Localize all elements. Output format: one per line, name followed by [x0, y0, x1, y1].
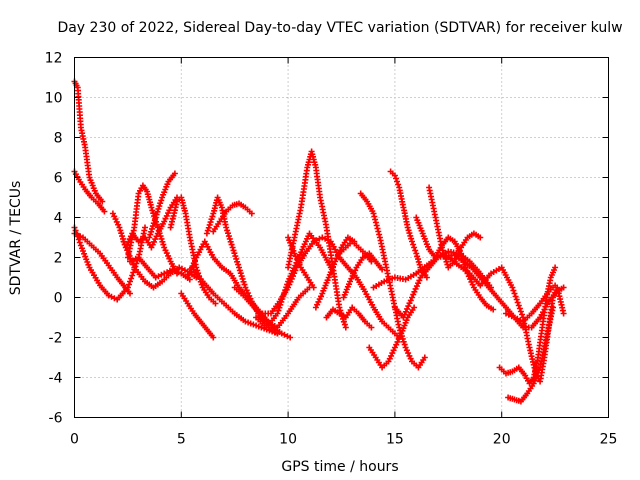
y-tick-label: 10 — [45, 91, 63, 107]
series-sat-ah — [505, 304, 556, 405]
series-sat-z — [357, 190, 428, 371]
series-sat-ai — [503, 282, 559, 325]
tick-labels: 0 5 10 15 20 25 -6 -4 -2 0 2 4 6 8 10 12 — [45, 51, 618, 448]
series-sat-v — [323, 304, 375, 331]
y-tick-label: 8 — [54, 131, 63, 147]
y-axis-label: SDTVAR / TECUs — [8, 181, 24, 296]
series-sat-h — [146, 170, 178, 241]
chart-title: Day 230 of 2022, Sidereal Day-to-day VTE… — [57, 20, 622, 36]
series-sat-r — [259, 234, 403, 341]
series-sat-y — [366, 304, 418, 371]
x-axis-label: GPS time / hours — [281, 459, 398, 475]
x-tick-label: 25 — [600, 432, 618, 448]
y-tick-label: -4 — [49, 371, 63, 387]
series-sat-m — [178, 290, 217, 341]
x-tick-label: 10 — [279, 432, 297, 448]
y-tick-label: -6 — [49, 411, 63, 427]
grid-lines — [74, 57, 609, 418]
x-tick-label: 0 — [70, 432, 79, 448]
series-sat-x — [340, 250, 386, 301]
series-sat-aa — [387, 168, 430, 281]
y-tick-label: 4 — [54, 211, 63, 227]
series-sat-f — [124, 182, 180, 277]
y-tick-label: 6 — [54, 171, 63, 187]
series-sat-o — [210, 200, 255, 235]
series-sat-i — [127, 254, 193, 283]
x-tick-label: 20 — [493, 432, 511, 448]
y-tick-label: 12 — [45, 51, 63, 67]
x-tick-label: 15 — [386, 432, 404, 448]
y-tick-label: 2 — [54, 251, 63, 267]
axis-ticks — [74, 57, 609, 418]
x-tick-label: 5 — [177, 432, 186, 448]
y-tick-label: -2 — [49, 331, 63, 347]
y-tick-label: 0 — [54, 291, 63, 307]
series-sat-t — [285, 234, 317, 291]
data-traces — [71, 78, 567, 405]
plot-frame — [74, 57, 609, 418]
